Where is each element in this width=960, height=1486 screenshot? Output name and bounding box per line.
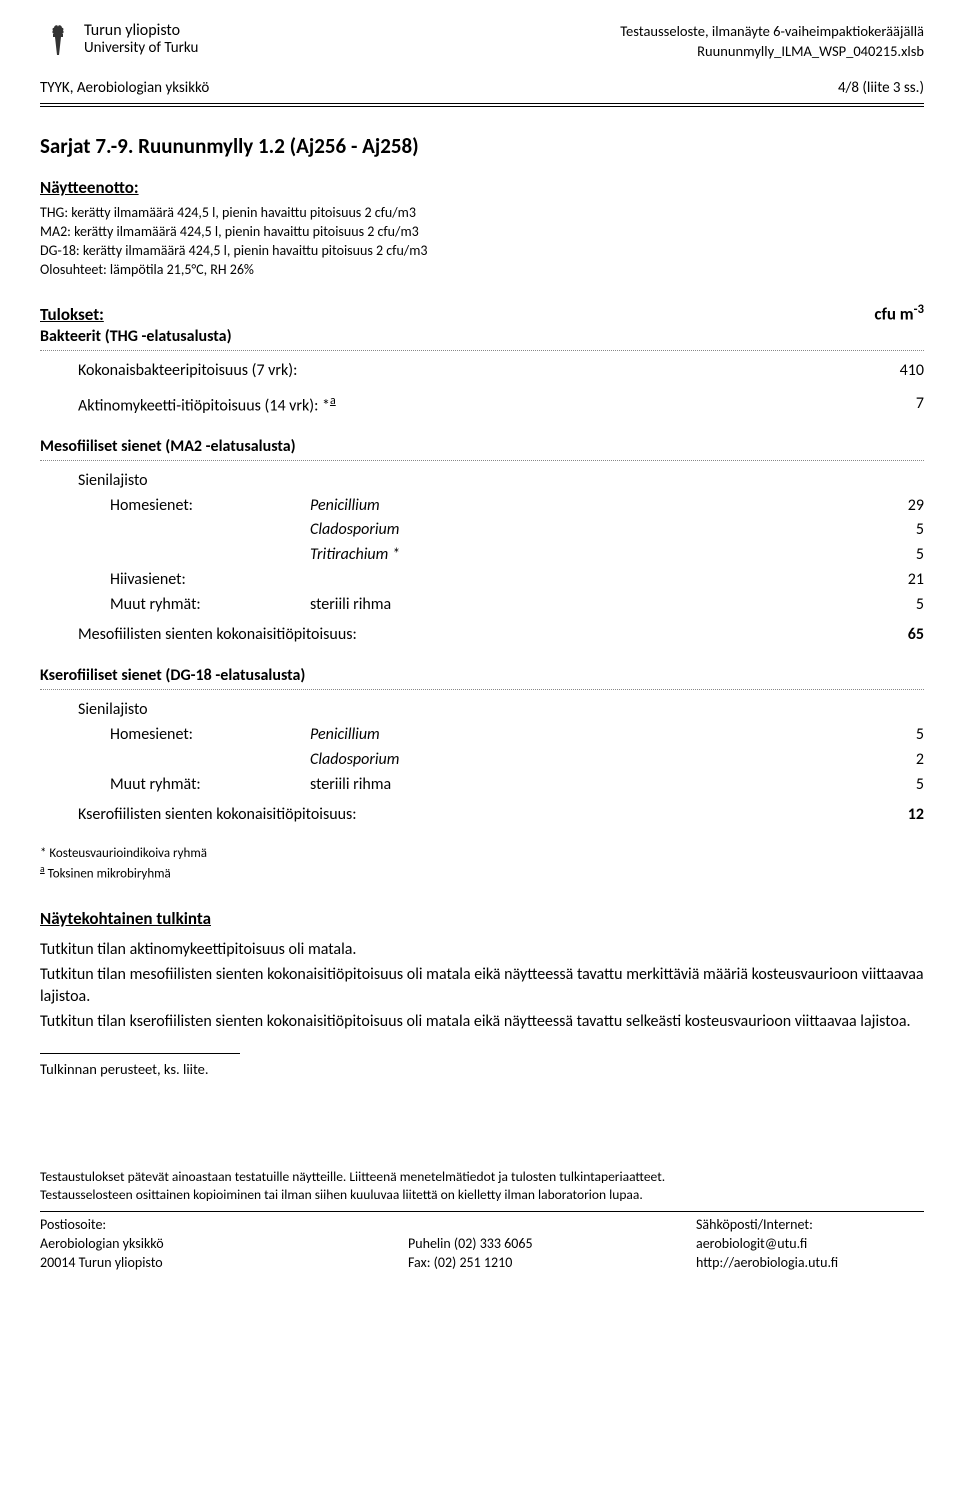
row-species: steriili rihma [310,593,864,618]
ksero-header: Kserofiiliset sienet (DG-18 -elatusalust… [40,666,924,685]
footer-col-contact: Sähköposti/Internet: aerobiologit@utu.fi… [636,1216,924,1273]
meso-species-row: Cladosporium 5 [40,518,924,543]
doc-filename: Ruununmylly_ILMA_WSP_040215.xlsb [620,42,924,62]
row-species: steriili rihma [310,773,864,798]
row-value: 5 [864,543,924,568]
torch-icon [40,22,76,58]
page: Turun yliopisto University of Turku Test… [0,0,960,1301]
meso-total-row: Mesofiilisten sienten kokonaisitiöpitois… [40,623,924,648]
row-species: Cladosporium [310,748,864,773]
footnotes: * Kosteusvaurioindikoiva ryhmä a Toksine… [40,846,924,881]
row-species: Tritirachium * [310,543,864,568]
short-rule [40,1053,240,1054]
footnote: a Toksinen mikrobiryhmä [40,863,924,881]
meso-other-row: Muut ryhmät: steriili rihma 5 [40,593,924,618]
row-group: Homesienet: [110,494,310,519]
footer-rule [40,1211,924,1212]
row-species: Penicillium [310,723,864,748]
row-value: 7 [864,392,924,419]
row-species: Penicillium [310,494,864,519]
row-label: Kokonaisbakteeripitoisuus (7 vrk): [78,359,297,384]
row-value: 5 [864,593,924,618]
interpretation-line: Tutkitun tilan aktinomykeettipitoisuus o… [40,939,924,961]
sampling-header: Näytteenotto: [40,177,924,198]
unit-name: TYYK, Aerobiologian yksikkö [40,79,209,97]
results-header-row: Tulokset: cfu m-3 [40,302,924,325]
footer-col-phone: Puhelin (02) 333 6065 Fax: (02) 251 1210 [268,1216,636,1273]
footer-note-line: Testaustulokset pätevät ainoastaan testa… [40,1168,924,1186]
row-label: Kserofiilisten sienten kokonaisitiöpitoi… [78,803,357,828]
unit-row: TYYK, Aerobiologian yksikkö 4/8 (liite 3… [40,79,924,97]
interpretation-line: Tutkitun tilan mesofiilisten sienten kok… [40,964,924,1007]
footnote: * Kosteusvaurioindikoiva ryhmä [40,846,924,861]
content: Sarjat 7.-9. Ruununmylly 1.2 (Aj256 - Aj… [40,107,924,1273]
page-number: 4/8 (liite 3 ss.) [838,79,924,97]
dotted-rule [40,688,924,690]
row-value: 65 [864,623,924,648]
sampling-line: MA2: kerätty ilmamäärä 424,5 l, pienin h… [40,223,924,240]
meso-yeast-row: Hiivasienet: 21 [40,568,924,593]
sampling-line: THG: kerätty ilmamäärä 424,5 l, pienin h… [40,204,924,221]
header-right: Testausseloste, ilmanäyte 6-vaiheimpakti… [620,22,924,61]
row-group: Muut ryhmät: [110,773,310,798]
logo-text: Turun yliopisto University of Turku [84,22,198,56]
ksero-other-row: Muut ryhmät: steriili rihma 5 [40,773,924,798]
row-value: 29 [864,494,924,519]
footer-columns: Postiosoite: Aerobiologian yksikkö 20014… [40,1216,924,1273]
ksero-species-row: Homesienet: Penicillium 5 [40,723,924,748]
footer-col-address: Postiosoite: Aerobiologian yksikkö 20014… [40,1216,268,1273]
row-value: 5 [864,518,924,543]
row-label: Aktinomykeetti-itiöpitoisuus (14 vrk): *… [78,392,336,419]
results-unit: cfu m-3 [874,302,924,325]
row-value: 21 [864,568,924,593]
interpretation: Tutkitun tilan aktinomykeettipitoisuus o… [40,939,924,1033]
ksero-sub: Sienilajisto [40,698,924,723]
row-group: Homesienet: [110,723,310,748]
meso-species-row: Homesienet: Penicillium 29 [40,494,924,519]
university-name-en: University of Turku [84,40,198,57]
row-species: Cladosporium [310,518,864,543]
interpretation-basis: Tulkinnan perusteet, ks. liite. [40,1060,924,1078]
doc-type: Testausseloste, ilmanäyte 6-vaiheimpakti… [620,22,924,42]
sampling-block: THG: kerätty ilmamäärä 424,5 l, pienin h… [40,204,924,278]
meso-header: Mesofiiliset sienet (MA2 -elatusalusta) [40,437,924,456]
row-value: 5 [864,773,924,798]
interpretation-line: Tutkitun tilan kserofiilisten sienten ko… [40,1011,924,1033]
page-header: Turun yliopisto University of Turku Test… [40,22,924,61]
meso-sub: Sienilajisto [40,469,924,494]
sampling-line: Olosuhteet: lämpötila 21,5°C, RH 26% [40,261,924,278]
meso-species-row: Tritirachium * 5 [40,543,924,568]
row-label: Mesofiilisten sienten kokonaisitiöpitois… [78,623,357,648]
row-group: Muut ryhmät: [110,593,310,618]
actinomycete-row: Aktinomykeetti-itiöpitoisuus (14 vrk): *… [40,392,924,419]
ksero-total-row: Kserofiilisten sienten kokonaisitiöpitoi… [40,803,924,828]
interpretation-title: Näytekohtainen tulkinta [40,908,924,929]
row-value: 5 [864,723,924,748]
logo-block: Turun yliopisto University of Turku [40,22,198,58]
bacteria-header: Bakteerit (THG -elatusalusta) [40,327,924,346]
row-value: 410 [864,359,924,384]
row-value: 12 [864,803,924,828]
bacteria-total-row: Kokonaisbakteeripitoisuus (7 vrk): 410 [40,359,924,384]
university-name-fi: Turun yliopisto [84,22,198,40]
ksero-species-row: Cladosporium 2 [40,748,924,773]
sampling-line: DG-18: kerätty ilmamäärä 424,5 l, pienin… [40,242,924,259]
report-title: Sarjat 7.-9. Ruununmylly 1.2 (Aj256 - Aj… [40,133,924,159]
row-value: 2 [864,748,924,773]
footer-note: Testaustulokset pätevät ainoastaan testa… [40,1168,924,1203]
dotted-rule [40,349,924,351]
footer-note-line: Testausselosteen osittainen kopioiminen … [40,1186,924,1204]
results-label: Tulokset: [40,304,104,325]
row-group: Hiivasienet: [110,568,310,593]
dotted-rule [40,459,924,461]
